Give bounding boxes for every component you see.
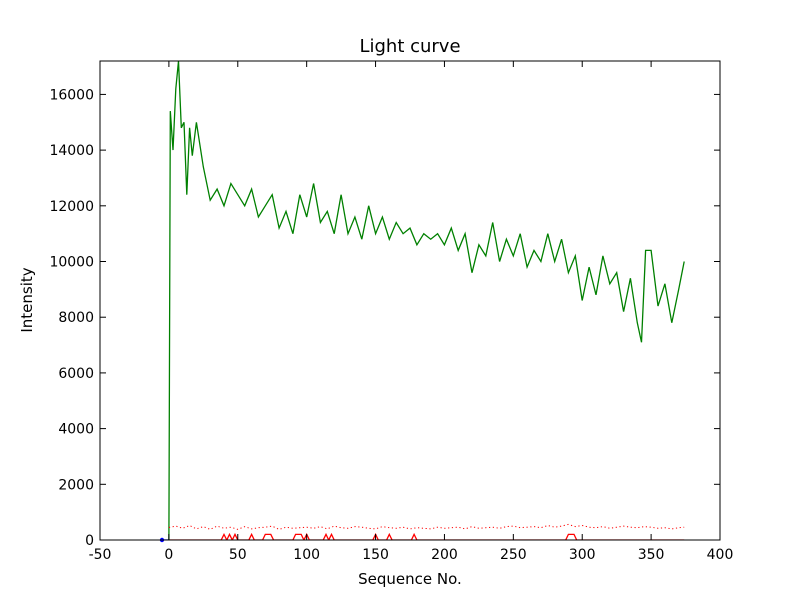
x-axis-title: Sequence No. bbox=[358, 570, 462, 588]
y-tick-label: 12000 bbox=[49, 199, 94, 215]
x-tick-label: 50 bbox=[229, 547, 247, 563]
y-tick-label: 16000 bbox=[49, 87, 94, 103]
series-line-1 bbox=[168, 61, 685, 540]
x-tick-label: 100 bbox=[293, 547, 320, 563]
x-tick-label: 300 bbox=[569, 547, 596, 563]
plot-frame bbox=[99, 60, 721, 541]
x-tick-label: 150 bbox=[362, 547, 389, 563]
x-tick-label: 0 bbox=[164, 547, 173, 563]
y-tick-label: 14000 bbox=[49, 143, 94, 159]
y-tick-label: 4000 bbox=[58, 422, 94, 438]
x-tick-label: -50 bbox=[89, 547, 112, 563]
y-tick-label: 10000 bbox=[49, 255, 94, 271]
x-tick-label: 250 bbox=[500, 547, 527, 563]
x-tick-label: 400 bbox=[707, 547, 734, 563]
x-tick-label: 350 bbox=[638, 547, 665, 563]
series-line-3 bbox=[168, 532, 685, 540]
y-axis-title: Intensity bbox=[18, 267, 36, 332]
x-tick-label: 200 bbox=[431, 547, 458, 563]
y-tick-label: 0 bbox=[85, 533, 94, 549]
chart-title: Light curve bbox=[359, 36, 460, 57]
y-tick-label: 2000 bbox=[58, 477, 94, 493]
plot-area: -50 0 50 100 150 200 250 300 350 4000200040006000… bbox=[49, 60, 734, 563]
series-line-2 bbox=[168, 523, 685, 530]
y-tick-label: 6000 bbox=[58, 366, 94, 382]
y-tick-label: 8000 bbox=[58, 310, 94, 326]
